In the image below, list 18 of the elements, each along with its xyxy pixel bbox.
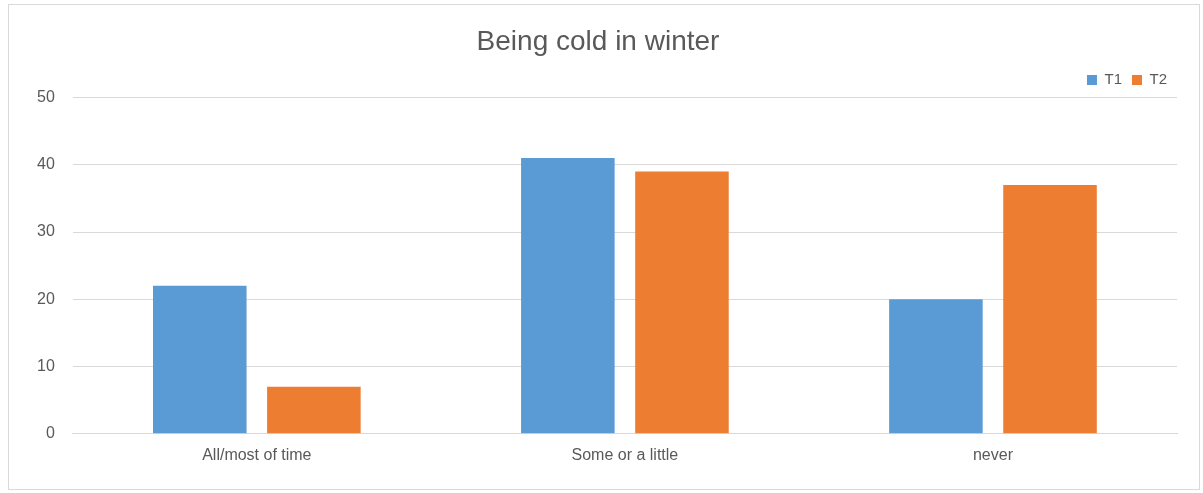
y-tick-label: 10: [37, 356, 55, 374]
x-tick-label: Some or a little: [571, 445, 679, 463]
y-tick-label: 20: [37, 289, 55, 307]
y-tick-label: 30: [37, 222, 55, 240]
bar: [521, 158, 615, 434]
y-tick-label: 40: [37, 155, 55, 173]
x-tick-label: never: [972, 445, 1014, 463]
y-tick-label: 50: [37, 88, 55, 106]
bar: [267, 386, 361, 434]
y-tick-label: 0: [45, 424, 55, 442]
bar: [635, 171, 729, 434]
legend-label: T1: [1104, 70, 1123, 88]
bar: [1003, 185, 1097, 434]
bar: [153, 285, 247, 434]
bar: [889, 299, 983, 434]
chart-title: Being cold in winter: [476, 24, 720, 56]
legend-label: T2: [1149, 70, 1168, 88]
x-tick-label: All/most of time: [202, 445, 312, 463]
